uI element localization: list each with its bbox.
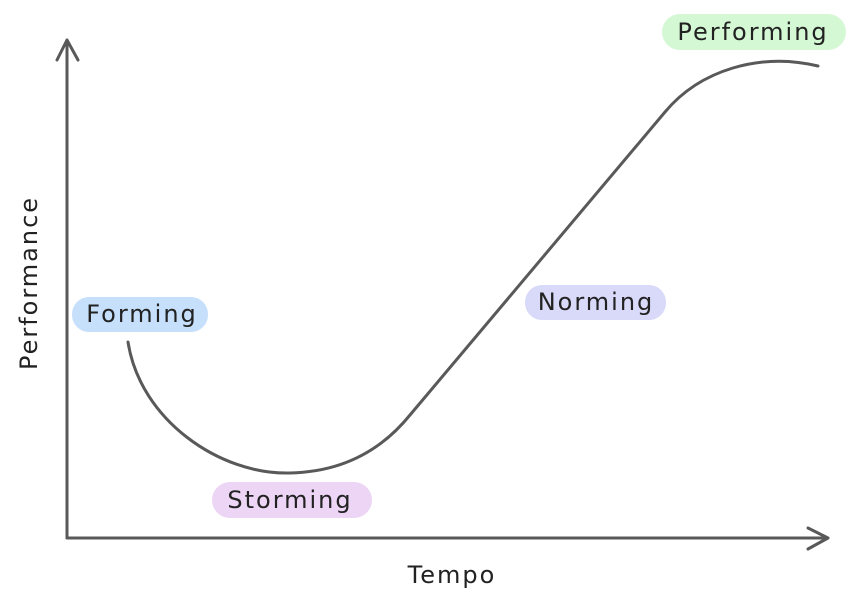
stage-pill xyxy=(662,14,846,50)
x-axis-label: Tempo xyxy=(407,561,497,589)
stage-label: Norming xyxy=(538,288,655,316)
stage-pill xyxy=(212,482,372,518)
y-axis xyxy=(55,38,80,540)
performance-curve xyxy=(126,59,820,475)
x-axis xyxy=(65,526,830,551)
stage-label: Forming xyxy=(86,300,198,328)
stage-label: Storming xyxy=(227,486,352,514)
stage-pill xyxy=(525,285,666,320)
stage-label: Performing xyxy=(677,18,828,46)
y-axis-label: Performance xyxy=(15,196,43,370)
stage-pill xyxy=(72,297,208,332)
